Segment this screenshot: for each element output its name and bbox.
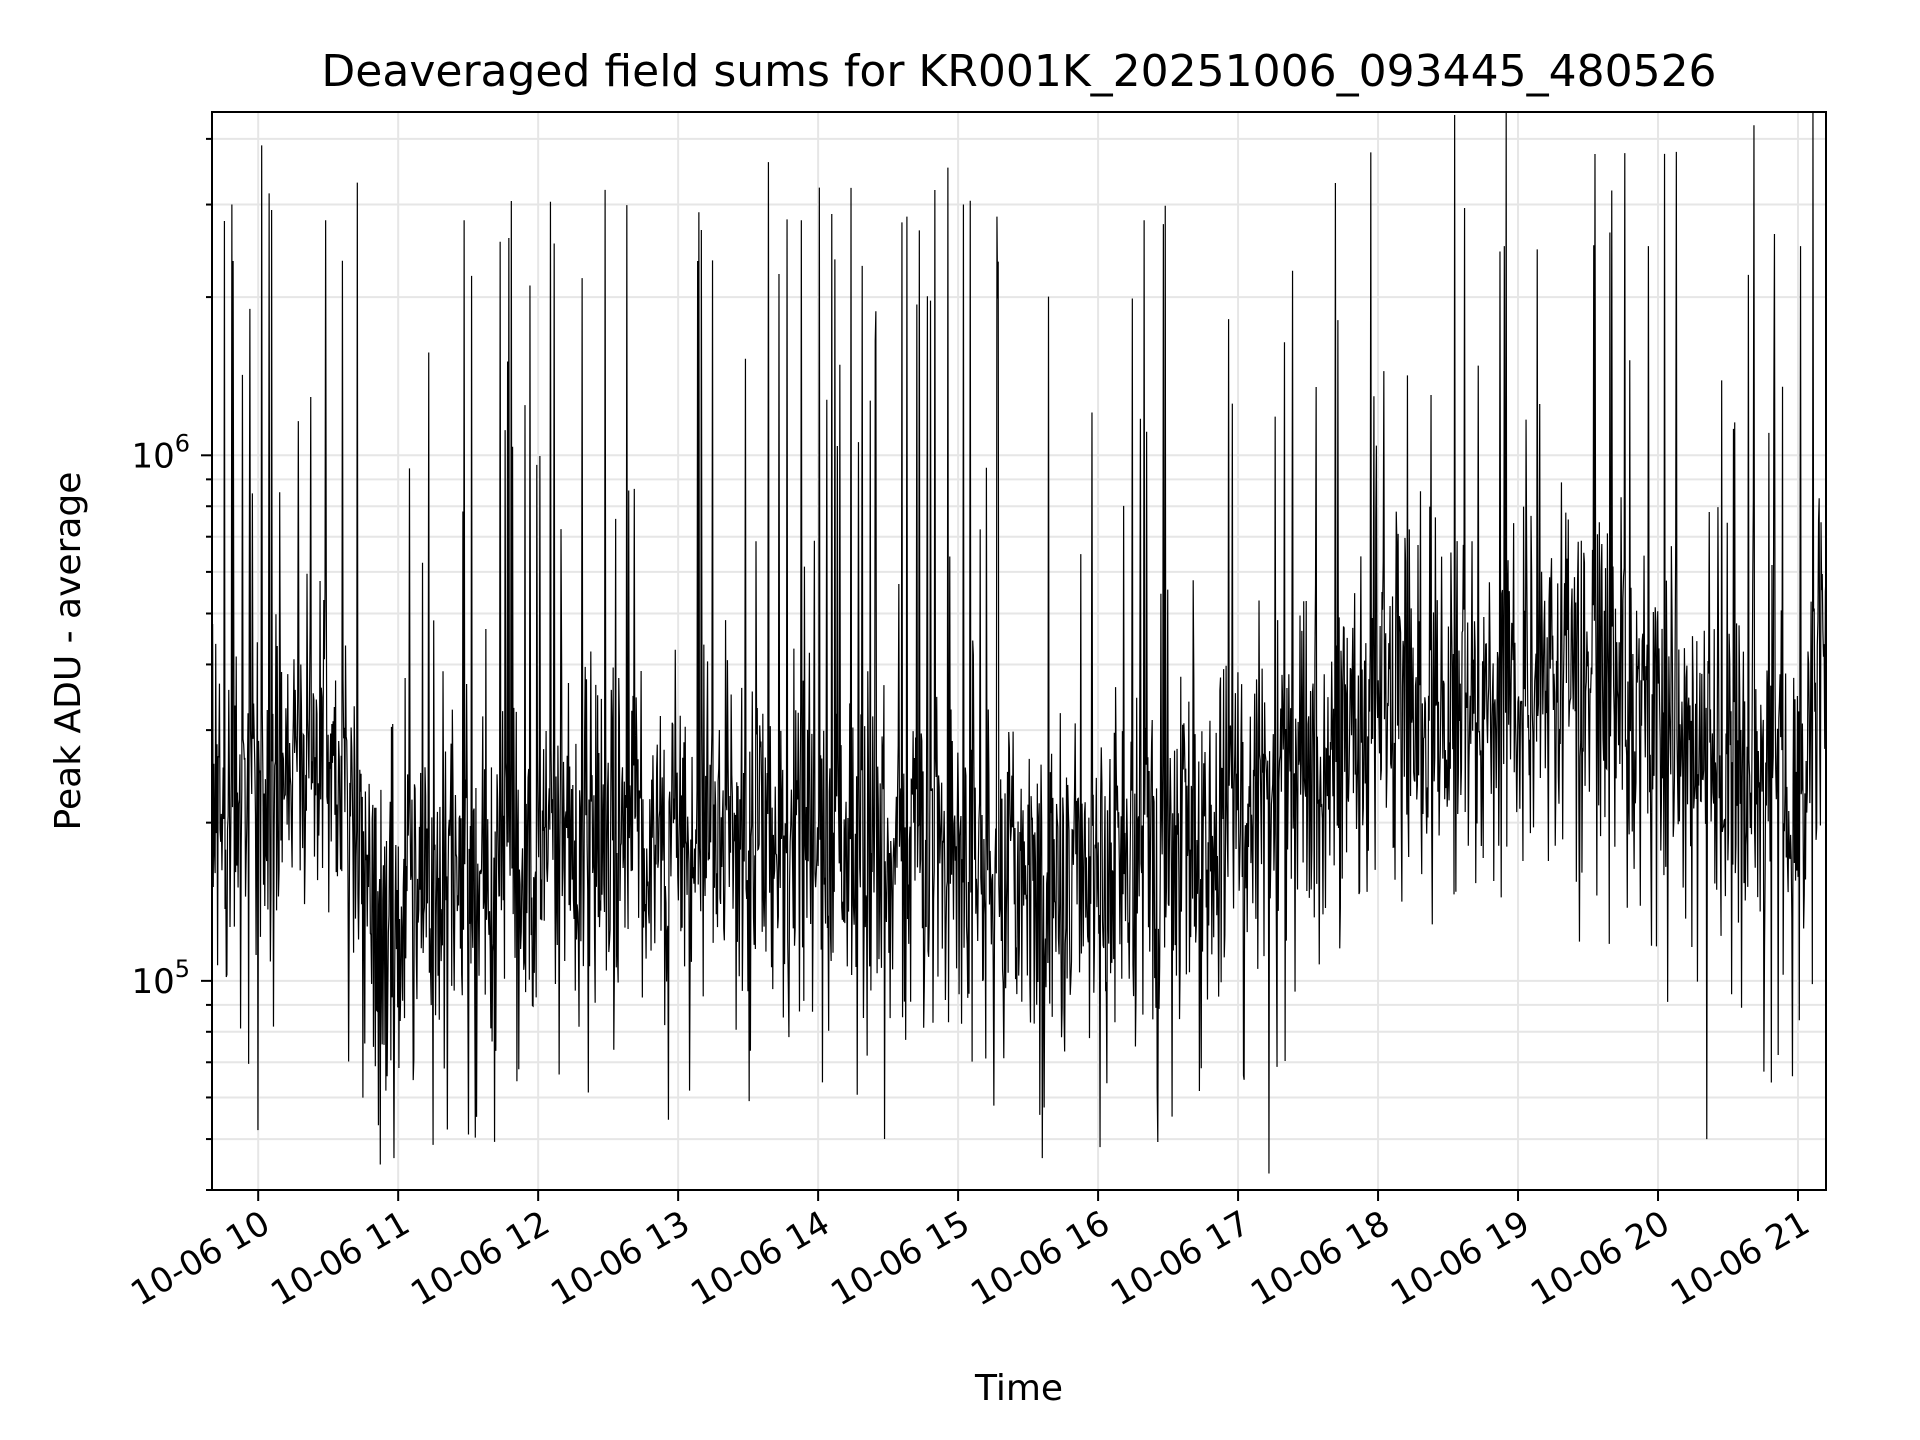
y-tick-label-exponent: 6	[175, 429, 190, 457]
series-line	[211, 111, 1827, 1174]
y-tick-label-base: 10	[131, 436, 174, 476]
grid-layer	[212, 112, 1826, 1191]
y-axis-label: Peak ADU - average	[48, 472, 89, 831]
chart-title: Deaveraged field sums for KR001K_2025100…	[321, 46, 1716, 97]
y-tick-label: 105	[131, 955, 190, 1002]
y-tick-label: 106	[131, 429, 190, 476]
y-tick-label-exponent: 5	[175, 955, 190, 983]
y-tick-label-base: 10	[131, 962, 174, 1002]
x-axis-label: Time	[974, 1368, 1063, 1409]
series-layer	[211, 111, 1827, 1174]
plot-frame	[211, 111, 1827, 1191]
